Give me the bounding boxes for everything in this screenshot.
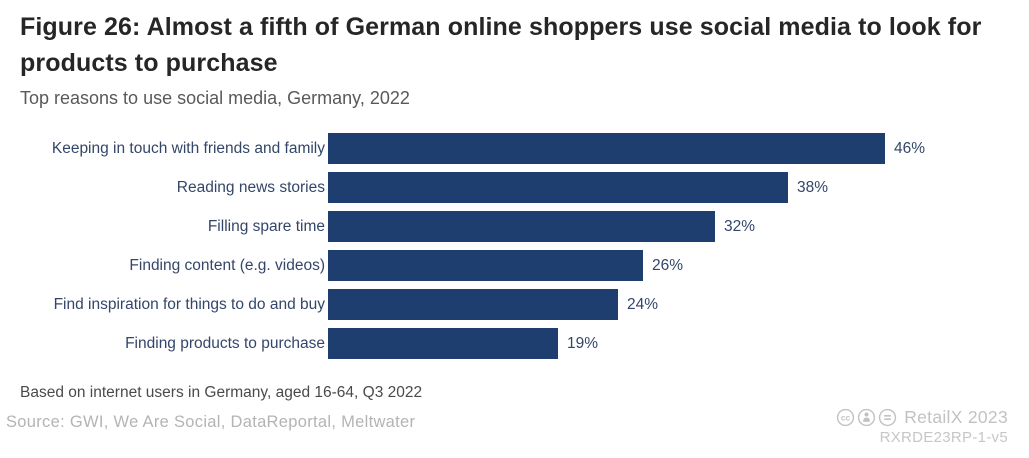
bar — [328, 211, 715, 242]
cc-icon: cc — [837, 408, 855, 427]
bar-row: Filling spare time 32% — [0, 211, 1029, 242]
category-label: Keeping in touch with friends and family — [51, 139, 325, 157]
value-label: 26% — [652, 256, 684, 274]
bar — [328, 172, 788, 203]
license-icons: cc — [836, 408, 897, 427]
bar — [328, 328, 558, 359]
category-label: Filling spare time — [207, 217, 325, 235]
no-derivatives-icon — [879, 408, 897, 427]
value-label: 38% — [797, 178, 829, 196]
reference-code: RXRDE23RP-1-v5 — [879, 429, 1008, 446]
category-label: Reading news stories — [176, 178, 325, 196]
value-label: 46% — [894, 139, 926, 157]
value-label: 24% — [627, 295, 659, 313]
bar — [328, 289, 618, 320]
source-credit: Source: GWI, We Are Social, DataReportal… — [6, 413, 416, 431]
bar-row: Find inspiration for things to do and bu… — [0, 289, 1029, 320]
category-label: Find inspiration for things to do and bu… — [53, 295, 325, 313]
value-label: 32% — [724, 217, 756, 235]
bar-row: Reading news stories 38% — [0, 172, 1029, 203]
attribution-icon — [858, 408, 876, 427]
category-label: Finding content (e.g. videos) — [129, 256, 325, 274]
figure-subtitle: Top reasons to use social media, Germany… — [20, 88, 410, 108]
category-label: Finding products to purchase — [125, 334, 325, 352]
horizontal-bar-chart: Keeping in touch with friends and family… — [0, 133, 1029, 359]
bar — [328, 133, 885, 164]
value-label: 19% — [567, 334, 599, 352]
branding-text: RetailX 2023 — [904, 407, 1008, 427]
bar-row: Finding products to purchase 19% — [0, 328, 1029, 359]
branding-line: cc RetailX 2023 — [836, 407, 1008, 428]
figure-title: Figure 26: Almost a fifth of German onli… — [20, 13, 982, 77]
basis-note: Based on internet users in Germany, aged… — [20, 384, 423, 401]
bar-rows-container: Keeping in touch with friends and family… — [0, 133, 1029, 359]
bar — [328, 250, 643, 281]
svg-text:cc: cc — [841, 412, 851, 422]
bar-row: Keeping in touch with friends and family… — [0, 133, 1029, 164]
bar-row: Finding content (e.g. videos) 26% — [0, 250, 1029, 281]
